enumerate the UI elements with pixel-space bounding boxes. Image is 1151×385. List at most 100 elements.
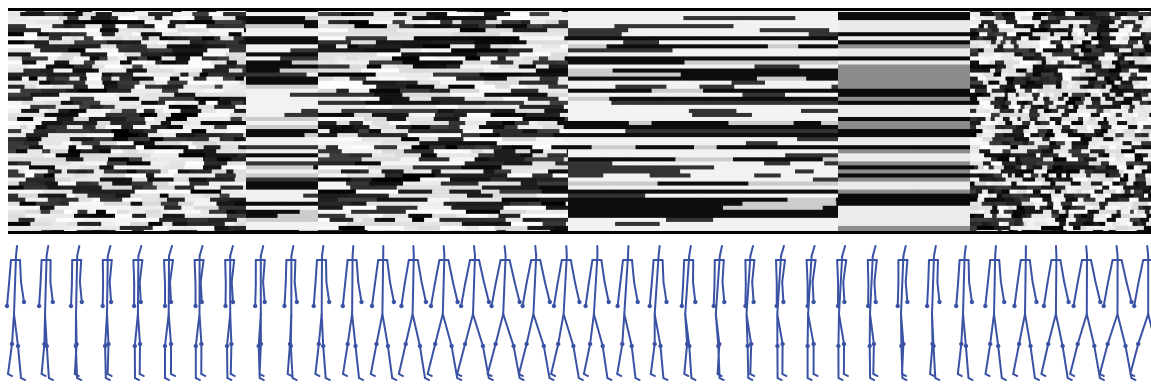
heatmap-cell xyxy=(1060,197,1066,203)
heatmap-cell xyxy=(265,108,302,114)
heatmap-cell xyxy=(137,56,148,61)
heatmap-cell xyxy=(1123,125,1129,130)
heatmap-cell xyxy=(417,205,452,211)
heatmap-cell xyxy=(43,189,73,194)
heatmap-cell xyxy=(838,177,906,182)
heatmap-cell xyxy=(53,68,74,73)
heatmap-cell xyxy=(1074,64,1083,69)
heatmap-cell xyxy=(537,129,560,134)
skeleton-right-forearm xyxy=(904,281,909,303)
heatmap-cell xyxy=(132,20,146,25)
heatmap-cell xyxy=(187,221,201,227)
heatmap-cell xyxy=(1002,161,1017,166)
heatmap-cell xyxy=(627,157,676,162)
heatmap-cell xyxy=(1128,40,1139,45)
skeleton-right-upper-arm xyxy=(478,259,485,283)
heatmap-cell xyxy=(970,189,977,194)
skeleton-left-hand xyxy=(36,303,42,309)
heatmap-cell xyxy=(412,165,462,170)
heatmap-cell xyxy=(47,185,62,190)
heatmap-cell xyxy=(431,96,466,102)
heatmap-cell xyxy=(992,121,999,126)
heatmap-cell xyxy=(789,104,839,110)
skeleton-right-hand xyxy=(811,299,816,305)
heatmap-cell xyxy=(178,201,194,207)
skeleton-left-upper-arm xyxy=(224,259,227,285)
heatmap-cell xyxy=(1053,201,1062,207)
heatmap-cell xyxy=(229,48,247,53)
heatmap-cell xyxy=(1088,141,1098,146)
skeleton-left-forearm xyxy=(254,283,257,307)
skeleton-left-shin xyxy=(1069,343,1079,375)
heatmap-cell xyxy=(1105,213,1113,219)
heatmap-cell xyxy=(118,100,129,106)
heatmap-cell xyxy=(421,48,452,53)
heatmap-cell xyxy=(1085,193,1091,198)
heatmap-cell xyxy=(1061,121,1072,126)
heatmap-cell xyxy=(1039,205,1048,211)
heatmap-cell xyxy=(1123,173,1129,178)
heatmap-cell xyxy=(494,169,512,174)
heatmap-cell xyxy=(1061,129,1069,134)
heatmap-cell xyxy=(993,52,1003,57)
heatmap-cell xyxy=(174,185,195,190)
heatmap-cell xyxy=(142,104,170,110)
heatmap-cell xyxy=(1055,80,1062,85)
heatmap-cell xyxy=(196,32,213,37)
heatmap-cell xyxy=(831,12,839,17)
heatmap-cell xyxy=(225,52,247,57)
heatmap-cell xyxy=(1081,64,1093,69)
heatmap-cell xyxy=(1053,225,1064,231)
heatmap-cell xyxy=(22,60,37,65)
heatmap-cell xyxy=(1013,28,1031,33)
heatmap-cell xyxy=(1109,173,1119,178)
heatmap-cell xyxy=(523,56,540,61)
heatmap-cell xyxy=(351,201,367,207)
heatmap-cell xyxy=(1076,133,1086,138)
heatmap-cell xyxy=(366,76,379,81)
heatmap-cell xyxy=(1005,177,1012,182)
heatmap-cell xyxy=(838,88,971,94)
heatmap-cell xyxy=(474,40,527,45)
heatmap-cell xyxy=(464,225,480,231)
heatmap-cell xyxy=(69,60,85,65)
heatmap-cell xyxy=(25,197,49,203)
heatmap-cell xyxy=(368,20,394,25)
heatmap-cell xyxy=(1010,177,1024,182)
heatmap-cell xyxy=(161,84,184,90)
heatmap-cell xyxy=(970,217,981,223)
heatmap-cell xyxy=(233,137,245,142)
heatmap-cell xyxy=(728,225,752,231)
heatmap-cell xyxy=(341,149,365,154)
skeleton-figure xyxy=(68,245,85,381)
heatmap-cell xyxy=(983,104,989,110)
heatmap-cell xyxy=(99,116,111,122)
heatmap-cell xyxy=(8,217,20,223)
heatmap-cell xyxy=(1039,40,1051,45)
heatmap-cell xyxy=(1091,12,1097,17)
heatmap-cell xyxy=(433,60,464,65)
heatmap-cell xyxy=(704,185,818,190)
heatmap-cell xyxy=(980,121,987,126)
heatmap-cell xyxy=(1046,116,1051,122)
heatmap-cell xyxy=(408,213,433,219)
heatmap-cell xyxy=(1132,80,1141,85)
heatmap-cell xyxy=(452,20,462,25)
heatmap-cell xyxy=(1111,125,1124,130)
heatmap-cell xyxy=(103,169,115,174)
heatmap-cell xyxy=(160,169,169,174)
heatmap-cell xyxy=(1039,112,1050,118)
skeleton-neck xyxy=(351,245,355,257)
heatmap-cell xyxy=(507,173,533,178)
heatmap-cell xyxy=(318,28,349,33)
heatmap-cell xyxy=(8,28,42,33)
heatmap-cell xyxy=(184,213,204,219)
skeleton-right-knee xyxy=(805,343,810,349)
heatmap-cell xyxy=(838,213,931,219)
heatmap-cell xyxy=(8,76,23,81)
heatmap-cell xyxy=(1030,28,1048,33)
heatmap-cell xyxy=(967,221,971,227)
heatmap-cell xyxy=(985,40,992,45)
heatmap-cell xyxy=(1071,32,1078,37)
skeleton-left-knee xyxy=(137,341,143,347)
